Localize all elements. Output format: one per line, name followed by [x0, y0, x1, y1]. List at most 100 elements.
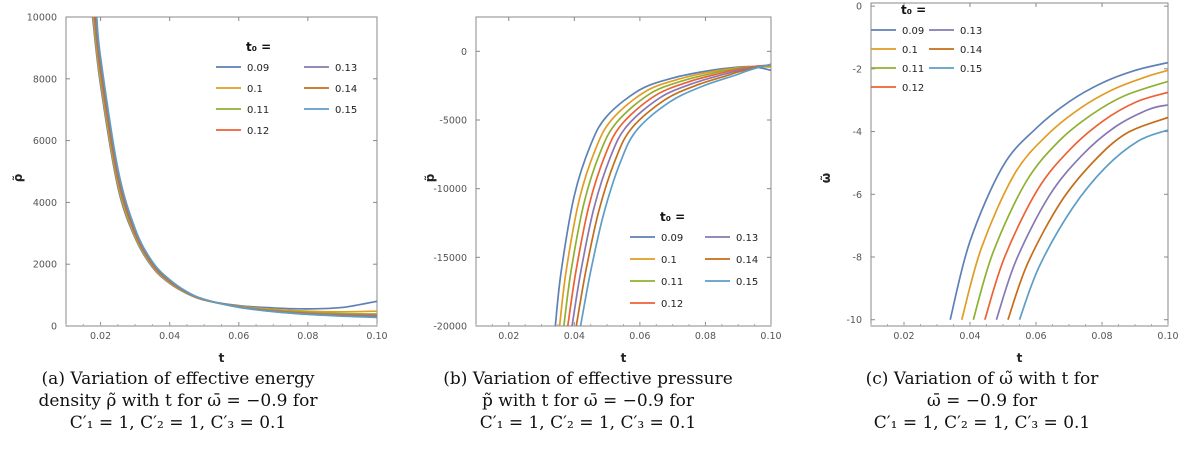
legend-title: t₀ =	[246, 40, 271, 54]
legend-entry: 0.12	[902, 83, 924, 94]
legend-entry: 0.15	[736, 277, 758, 288]
caption-a-line-1: (a) Variation of effective energy	[41, 369, 315, 389]
legend-entry: 0.13	[335, 63, 357, 74]
y-tick-label: 6000	[33, 136, 57, 147]
caption-a: (a) Variation of effective energy densit…	[8, 368, 348, 434]
caption-c: (c) Variation of ω̃ with t for ω̄ = −0.9…	[812, 368, 1152, 434]
y-axis-label: ρ̃	[11, 173, 25, 182]
x-axis-label: t	[1017, 351, 1023, 365]
y-tick-label: -20000	[433, 322, 467, 333]
x-tick-label: 0.10	[1157, 331, 1178, 342]
y-tick-label: 4000	[33, 198, 57, 209]
x-tick-label: 0.02	[90, 331, 111, 342]
y-tick-label: 0	[461, 47, 467, 58]
series-line-0.12	[566, 64, 771, 326]
y-tick-label: -4	[853, 127, 862, 138]
y-tick-label: -2	[853, 64, 862, 75]
legend-entry: 0.13	[736, 233, 758, 244]
legend-entry: 0.12	[247, 126, 269, 137]
legend-entry: 0.11	[661, 277, 683, 288]
x-tick-label: 0.06	[228, 331, 249, 342]
series-line-0.13	[571, 63, 771, 326]
series-line-0.12	[93, 17, 377, 317]
y-tick-label: -10	[846, 315, 862, 326]
x-tick-label: 0.08	[297, 331, 318, 342]
series-line-0.13	[94, 17, 377, 318]
series-line-0.11	[972, 80, 1168, 320]
legend: t₀ = 0.09 0.1 0.11 0.12 0.13 0.14 0.15	[630, 210, 758, 310]
x-tick-label: 0.08	[695, 331, 716, 342]
legend-entry: 0.14	[960, 45, 982, 56]
legend-entry: 0.1	[661, 255, 677, 266]
caption-a-line-2: density ρ̃ with t for ω̄ = −0.9 for	[38, 391, 318, 411]
plot-frame	[475, 16, 772, 327]
y-tick-label: 0	[51, 322, 57, 333]
series-line-0.09	[91, 17, 377, 310]
caption-b-line-2: p̃ with t for ω̄ = −0.9 for	[481, 391, 694, 411]
caption-b-line-1: (b) Variation of effective pressure	[443, 369, 733, 389]
x-tick-label: 0.06	[1025, 331, 1046, 342]
legend-entry: 0.11	[247, 105, 269, 116]
x-tick-label: 0.02	[498, 331, 519, 342]
legend-entry: 0.13	[960, 26, 982, 37]
y-axis-label: p̃	[423, 173, 437, 182]
y-tick-label: 0	[856, 2, 862, 13]
y-tick-label: -5000	[439, 116, 467, 127]
legend-entry: 0.09	[902, 26, 924, 37]
x-tick-label: 0.04	[159, 331, 180, 342]
legend-entry: 0.09	[661, 233, 683, 244]
caption-a-line-3: C′₁ = 1, C′₂ = 1, C′₃ = 0.1	[69, 413, 287, 433]
plot-frame	[65, 16, 378, 327]
series-line-0.09	[949, 61, 1168, 320]
y-tick-label: -8	[853, 253, 862, 264]
legend-entry: 0.09	[247, 63, 269, 74]
series-line-0.1	[92, 17, 377, 313]
legend-entry: 0.1	[902, 45, 918, 56]
caption-c-line-3: C′₁ = 1, C′₂ = 1, C′₃ = 0.1	[873, 413, 1091, 433]
x-tick-label: 0.10	[366, 331, 387, 342]
y-tick-label: 2000	[33, 260, 57, 271]
caption-b-line-3: C′₁ = 1, C′₂ = 1, C′₃ = 0.1	[479, 413, 697, 433]
y-tick-label: 10000	[27, 13, 57, 24]
series-line-0.11	[93, 17, 377, 315]
y-axis-label: ω̃	[819, 173, 833, 183]
series-line-0.13	[995, 104, 1168, 320]
caption-b: (b) Variation of effective pressure p̃ w…	[418, 368, 758, 434]
legend-entry: 0.14	[335, 84, 357, 95]
legend-entry: 0.14	[736, 255, 758, 266]
y-tick-label: -15000	[433, 253, 467, 264]
x-tick-label: 0.08	[1091, 331, 1112, 342]
y-tick-label: -6	[853, 190, 862, 201]
series-group	[949, 61, 1168, 321]
y-tick-label: -10000	[433, 184, 467, 195]
series-line-0.15	[579, 63, 771, 326]
series-group	[91, 17, 377, 319]
series-group	[554, 63, 771, 326]
legend-entry: 0.1	[247, 84, 263, 95]
x-tick-label: 0.04	[959, 331, 980, 342]
chart-panel-3: 0.02 0.04 0.06 0.08 0.10 -10 -8 -6 -4 -2 0 t ω̃ t₀ = 0…	[819, 2, 1179, 365]
y-tick-label: 8000	[33, 74, 57, 85]
legend-entry: 0.11	[902, 64, 924, 75]
x-axis-label: t	[219, 351, 225, 365]
legend: t₀ = 0.09 0.1 0.11 0.12 0.13 0.14 0.15	[871, 3, 982, 94]
caption-c-line-2: ω̄ = −0.9 for	[926, 391, 1038, 411]
legend-title: t₀ =	[901, 3, 926, 17]
chart-panel-1: 0.02 0.04 0.06 0.08 0.10 0 2000 4000 6000 8000 100…	[11, 13, 388, 366]
x-tick-label: 0.10	[760, 331, 781, 342]
series-line-0.1	[960, 69, 1168, 320]
x-tick-label: 0.06	[629, 331, 650, 342]
series-line-0.12	[984, 91, 1168, 320]
x-tick-label: 0.04	[564, 331, 585, 342]
series-line-0.14	[575, 63, 771, 326]
series-line-0.15	[1018, 129, 1168, 321]
legend-entry: 0.15	[960, 64, 982, 75]
legend: t₀ = 0.09 0.1 0.11 0.12 0.13 0.14 0.15	[216, 40, 357, 137]
series-line-0.14	[1007, 116, 1168, 321]
series-line-0.14	[95, 17, 377, 318]
caption-c-line-1: (c) Variation of ω̃ with t for	[865, 369, 1099, 389]
legend-entry: 0.15	[335, 105, 357, 116]
chart-panel-2: 0.02 0.04 0.06 0.08 0.10-20000-15000-10000-5…	[423, 16, 782, 365]
series-line-0.15	[95, 17, 377, 319]
